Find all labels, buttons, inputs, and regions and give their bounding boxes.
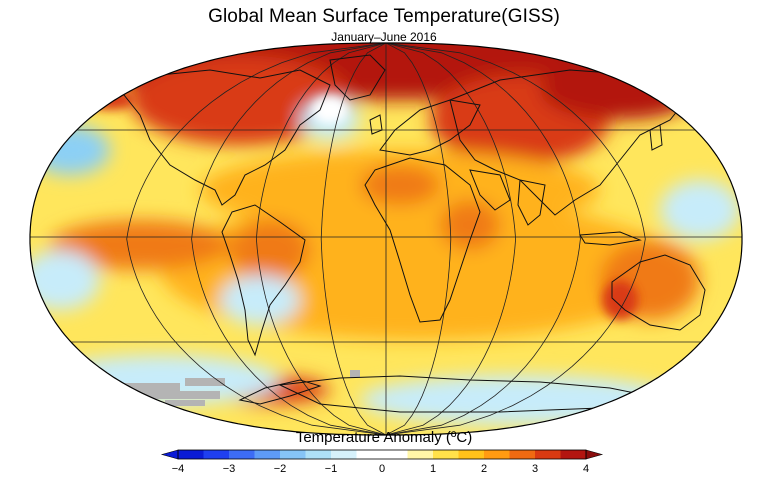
east-africa-warm-anomaly — [440, 200, 500, 250]
colorbar-tick-label: 3 — [532, 463, 538, 475]
colorbar-tick-label: −3 — [223, 463, 236, 475]
colorbar-tick-label: −1 — [325, 463, 338, 475]
meridian-line — [385, 43, 452, 435]
europe-outline — [379, 99, 481, 156]
colorbar-tick-label: 1 — [430, 463, 436, 475]
meridian-line — [191, 43, 387, 435]
meridian-line — [385, 43, 581, 435]
indonesia-outline — [579, 231, 642, 246]
meridian-line — [385, 43, 517, 435]
north-atlantic-neutral-anomaly — [312, 96, 348, 124]
greenland-outline — [329, 54, 386, 101]
colorbar-cell — [178, 450, 204, 459]
no-data-cell — [185, 378, 225, 386]
map-title: Global Mean Surface Temperature(GISS) — [208, 6, 560, 27]
colorbar-cell — [382, 450, 408, 459]
graticule-lines — [30, 43, 742, 435]
colorbar-cell — [458, 450, 485, 459]
east-pacific-cool-anomaly — [660, 180, 740, 240]
map-subtitle: January–June 2016 — [331, 30, 437, 44]
colorbar-title: Temperature Anomaly (ºC) — [295, 429, 473, 446]
colorbar-cell — [331, 450, 357, 459]
brazil-warm-anomaly — [230, 220, 310, 280]
sahara-warm-anomaly — [360, 165, 440, 205]
colorbar-cell — [509, 450, 536, 459]
india-outline — [517, 179, 546, 226]
west-australia-hot-anomaly — [602, 280, 638, 320]
colorbar-cell — [560, 450, 587, 459]
colorbar-cell — [535, 450, 561, 459]
meridian-line — [320, 43, 387, 435]
north-america-outline — [119, 69, 331, 206]
colorbar-cell — [356, 450, 383, 459]
south-america-outline — [221, 204, 306, 357]
colorbar-cell — [280, 450, 306, 459]
australia-outline — [611, 254, 706, 331]
antarctic-peninsula-outline — [238, 379, 322, 405]
colorbar-tick-label: −2 — [274, 463, 287, 475]
colorbar-cell — [229, 450, 255, 459]
colorbar-cell — [305, 450, 332, 459]
colorbar-tick-label: 4 — [583, 463, 589, 475]
colorbar-cell — [254, 450, 281, 459]
japan-outline — [649, 124, 663, 151]
arabia-outline — [469, 169, 511, 211]
colorbar-cell — [433, 450, 459, 459]
uk-outline — [369, 114, 383, 135]
colorbar-under-arrow — [160, 449, 179, 460]
no-data-cell — [350, 370, 360, 378]
colorbar-frame — [177, 449, 587, 460]
no-data-cell — [110, 383, 180, 391]
no-data-region — [110, 370, 360, 406]
colorbar-tick-label: 0 — [379, 463, 385, 475]
globe-border — [29, 42, 743, 436]
no-data-cell — [165, 400, 205, 406]
colorbar-over-arrow — [585, 449, 604, 460]
meridian-line — [385, 43, 646, 435]
colorbar-tick-label: −4 — [172, 463, 185, 475]
meridian-line — [255, 43, 387, 435]
pacific-warm-anomaly — [50, 220, 230, 270]
no-data-cell — [130, 391, 220, 399]
africa-outline — [364, 157, 481, 323]
meridian-line — [126, 43, 387, 435]
colorbar-tick-label: 2 — [481, 463, 487, 475]
colorbar-cell — [484, 450, 510, 459]
north-america-warm-anomaly — [130, 55, 350, 145]
colorbar-cell — [203, 450, 230, 459]
colorbar-cell — [407, 450, 434, 459]
